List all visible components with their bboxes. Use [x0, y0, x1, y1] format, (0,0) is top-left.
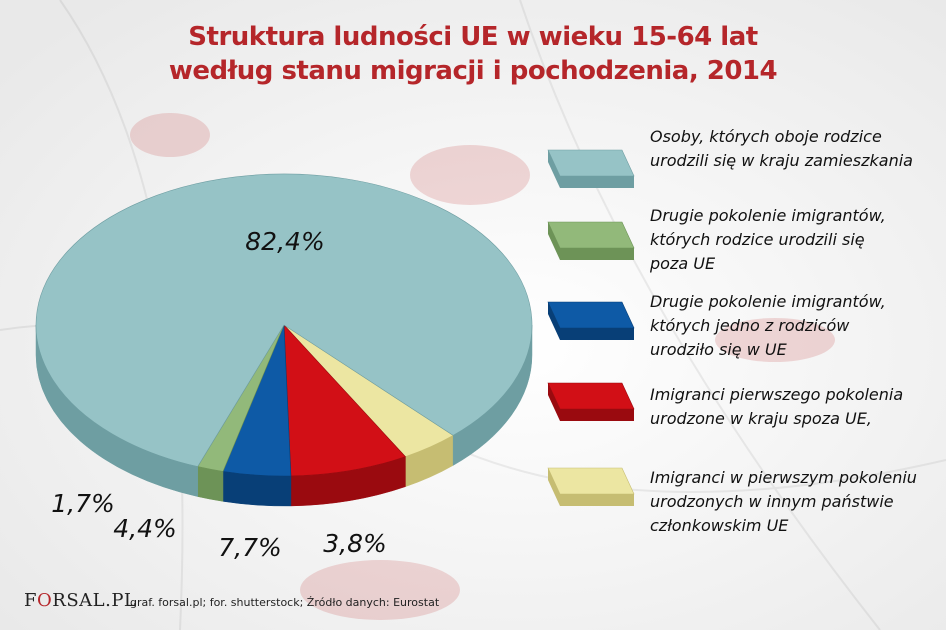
pie-side-3-0 [222, 471, 292, 507]
data-label-4: 1,7% [51, 489, 115, 518]
legend-swatch-left-0 [548, 150, 560, 188]
source-credit: graf. forsal.pl; for. shutterstock; Źród… [130, 596, 440, 609]
legend-item-2-line-0: Drugie pokolenie imigrantów, [650, 292, 886, 311]
legend-item-2-line-2: urodziło się w UE [650, 340, 787, 359]
legend-item-4-line-0: Imigranci w pierwszym pokoleniu [650, 468, 917, 487]
legend-item-1-line-2: poza UE [650, 254, 716, 273]
legend-swatch-front-1 [560, 248, 634, 260]
legend-swatch-front-4 [560, 494, 634, 506]
legend-swatch-front-2 [560, 328, 634, 340]
legend-item-2-line-1: których jedno z rodziców [650, 316, 850, 335]
legend-swatch-front-0 [560, 176, 634, 188]
legend-swatch-1 [547, 221, 635, 249]
legend-item-0-line-1: urodzili się w kraju zamieszkania [650, 151, 913, 170]
legend-item-0: Osoby, których oboje rodzice urodzili się… [650, 125, 940, 173]
legend-item-1: Drugie pokolenie imigrantów, których rodz… [650, 204, 940, 276]
legend-item-0-line-0: Osoby, których oboje rodzice [650, 127, 882, 146]
legend-swatch-3 [547, 382, 635, 410]
legend-swatch-left-3 [548, 383, 560, 421]
chart-title-line-1: Struktura ludności UE w wieku 15-64 lat [188, 22, 758, 52]
legend-swatch-front-3 [560, 409, 634, 421]
legend-item-3: Imigranci pierwszego pokolenia urodzone w… [650, 383, 940, 431]
legend-swatch-4 [547, 467, 635, 495]
pie-slice-2 [283, 324, 406, 477]
legend-item-2: Drugie pokolenie imigrantów, których jedn… [650, 290, 940, 362]
data-label-2: 7,7% [218, 533, 282, 562]
chart-title-line-2: według stanu migracji i pochodzenia, 201… [168, 56, 778, 86]
legend-item-3-line-0: Imigranci pierwszego pokolenia [650, 385, 904, 404]
legend-item-1-line-1: których rodzice urodzili się [650, 230, 865, 249]
data-label-1: 3,8% [323, 529, 387, 558]
pie-slice-0 [35, 173, 533, 467]
legend-item-4: Imigranci w pierwszym pokoleniu urodzonyc… [650, 466, 940, 538]
legend-swatch-left-2 [548, 302, 560, 340]
legend-item-4-line-1: urodzonych w innym państwie [650, 492, 894, 511]
legend-swatch-left-1 [548, 222, 560, 260]
data-label-3: 4,4% [113, 514, 177, 543]
legend-item-3-line-1: urodzone w kraju spoza UE, [650, 409, 872, 428]
forsal-logo: FORSAL.PL [24, 590, 137, 611]
pie-side-4-0 [197, 466, 224, 502]
legend-item-4-line-2: członkowskim UE [650, 516, 789, 535]
data-label-0: 82,4% [245, 227, 324, 256]
legend-item-1-line-0: Drugie pokolenie imigrantów, [650, 206, 886, 225]
legend-swatch-0 [547, 149, 635, 177]
legend-swatch-2 [547, 301, 635, 329]
legend-swatch-left-4 [548, 468, 560, 506]
